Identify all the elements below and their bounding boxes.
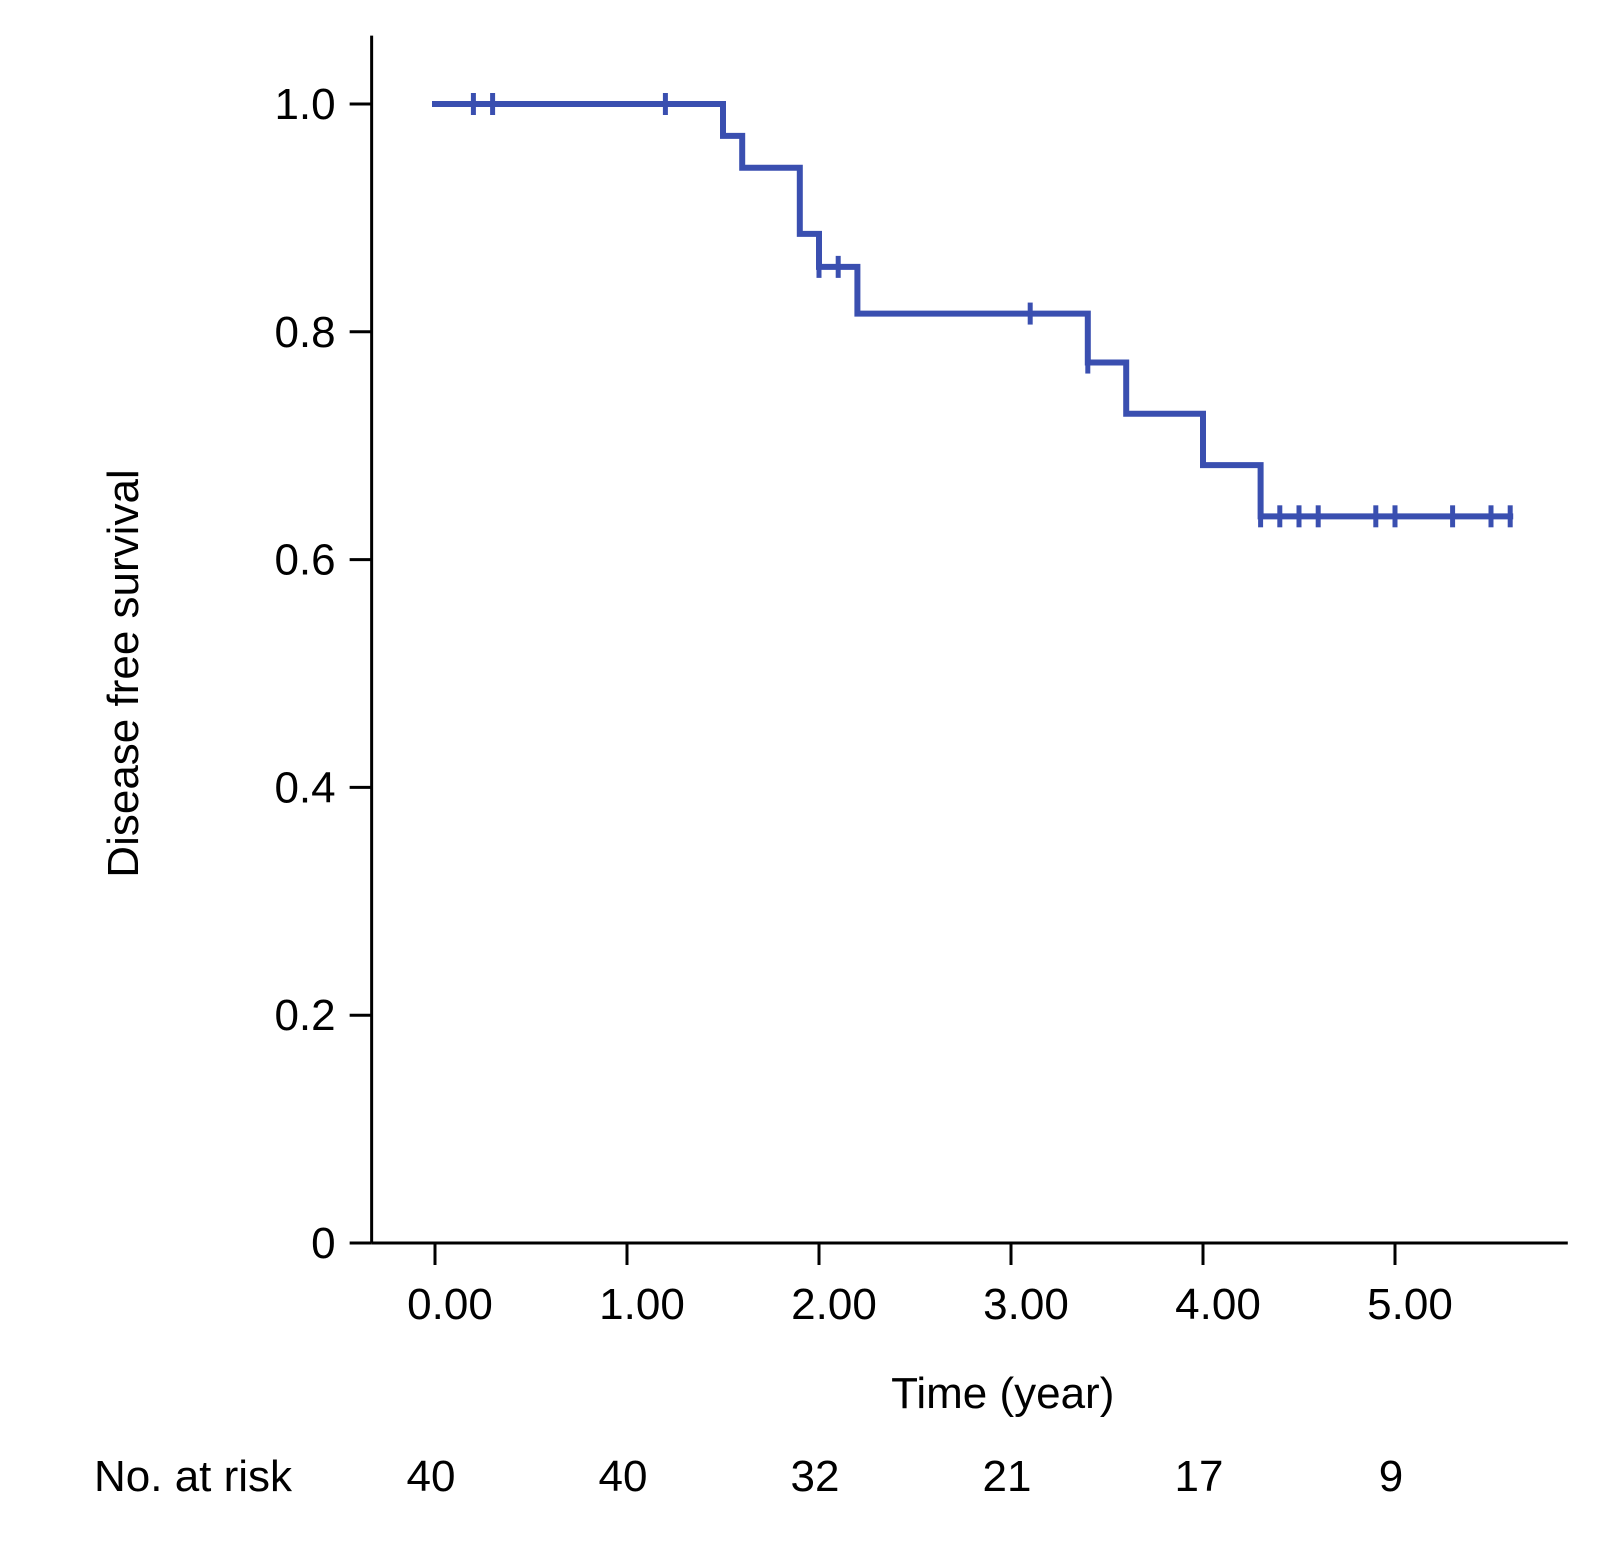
risk-count: 40 xyxy=(599,1452,648,1501)
x-tick-label: 5.00 xyxy=(1367,1280,1453,1329)
x-tick-label: 1.00 xyxy=(599,1280,685,1329)
y-tick-label: 0.8 xyxy=(274,308,335,357)
x-axis-title: Time (year) xyxy=(891,1369,1114,1418)
y-tick-label: 1.0 xyxy=(274,80,335,129)
y-tick-label: 0.2 xyxy=(274,991,335,1040)
y-tick-label: 0.6 xyxy=(274,536,335,585)
x-axis-ticks: 0.00 1.00 2.00 3.00 4.00 5.00 xyxy=(407,1243,1453,1329)
survival-series xyxy=(432,93,1514,528)
risk-table-label: No. at risk xyxy=(94,1452,293,1501)
x-tick-label: 4.00 xyxy=(1175,1280,1261,1329)
y-axis-ticks: 0 0.2 0.4 0.6 0.8 1.0 xyxy=(274,80,372,1268)
y-tick-label: 0.4 xyxy=(274,763,335,812)
risk-table: No. at risk 40 40 32 21 17 9 xyxy=(94,1452,1403,1501)
x-tick-label: 0.00 xyxy=(407,1280,493,1329)
risk-count: 40 xyxy=(407,1452,456,1501)
risk-count: 9 xyxy=(1379,1452,1403,1501)
x-tick-label: 2.00 xyxy=(791,1280,877,1329)
y-axis-title: Disease free survival xyxy=(99,469,148,877)
risk-count: 32 xyxy=(791,1452,840,1501)
y-tick-label: 0 xyxy=(311,1219,335,1268)
survival-curve xyxy=(432,101,1514,520)
axes xyxy=(370,35,1568,1245)
x-tick-label: 3.00 xyxy=(983,1280,1069,1329)
risk-count: 17 xyxy=(1175,1452,1224,1501)
risk-count: 21 xyxy=(983,1452,1032,1501)
